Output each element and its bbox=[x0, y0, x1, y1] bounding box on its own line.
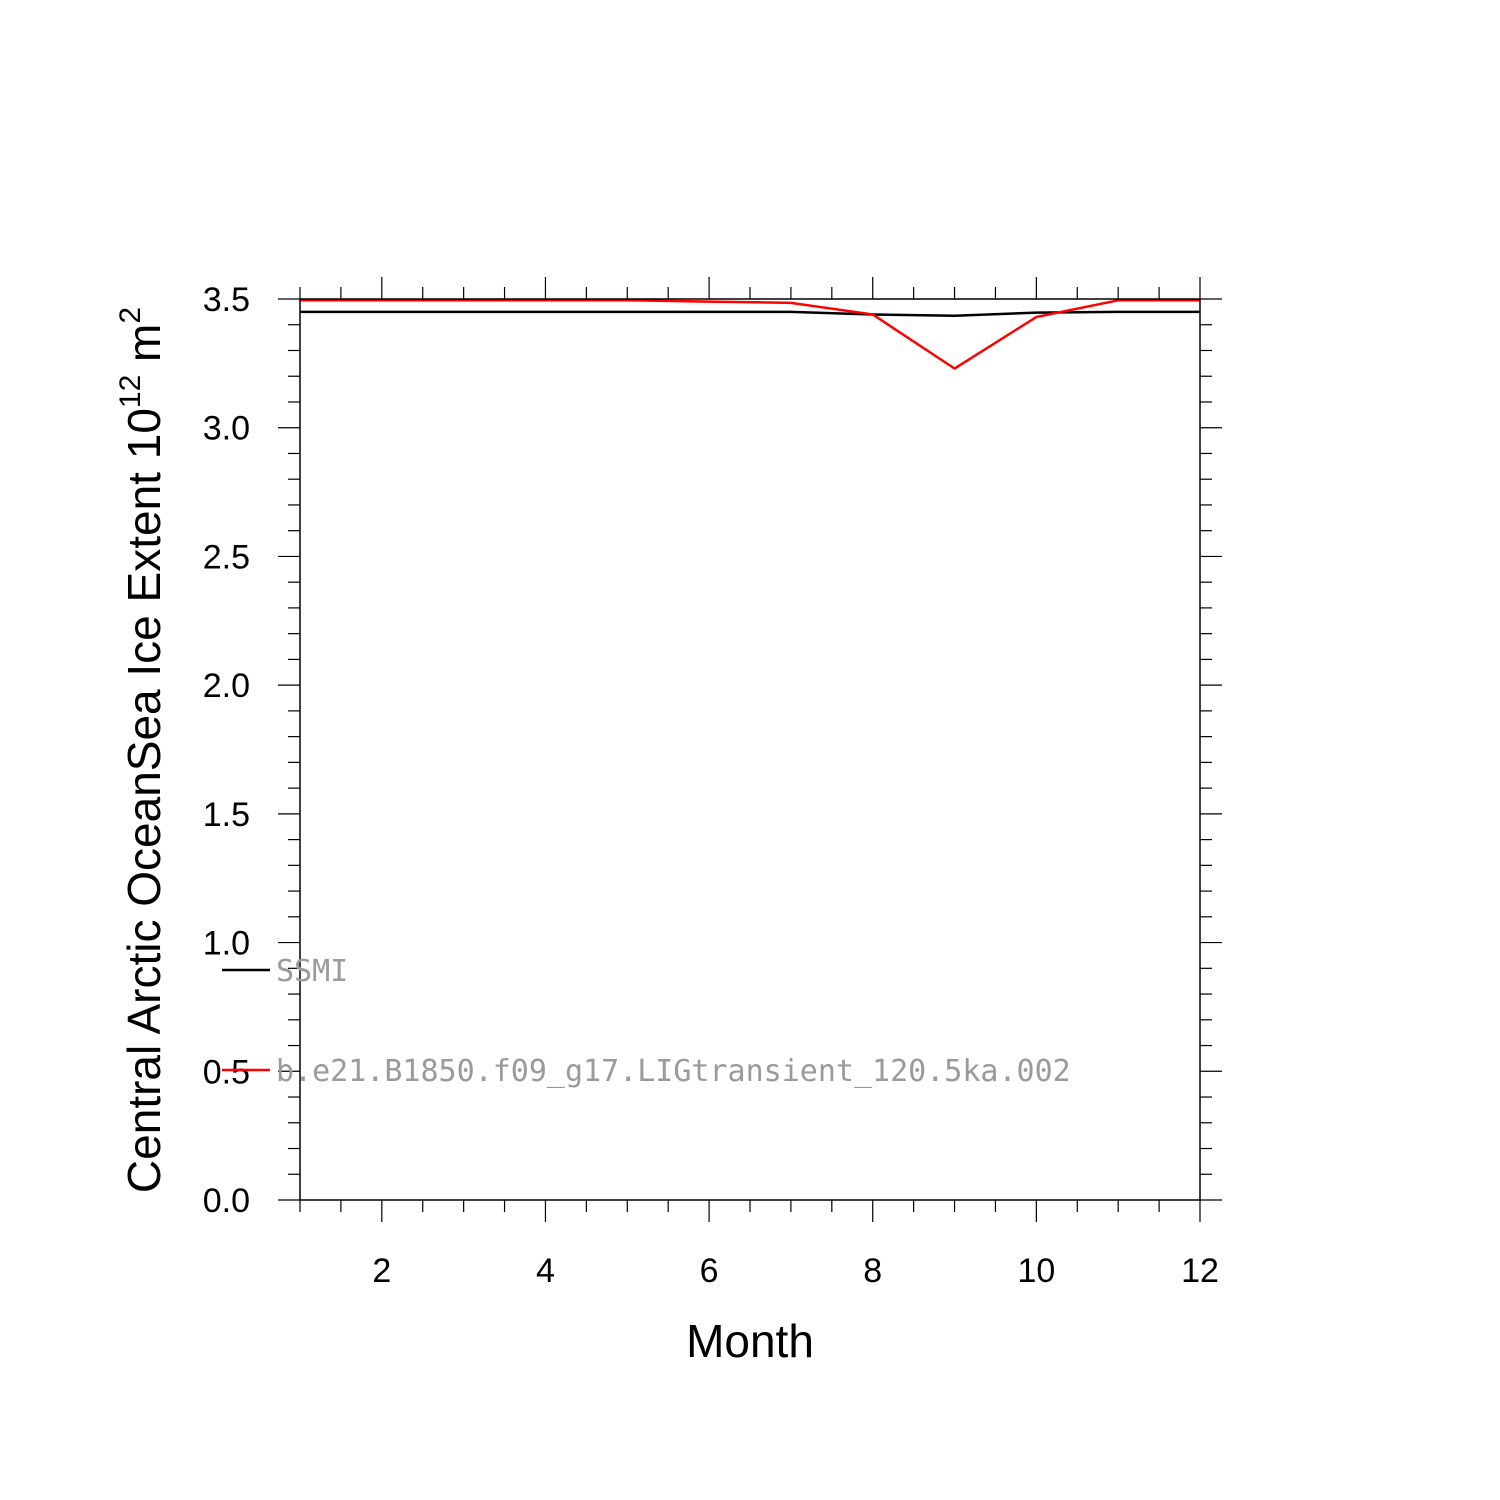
y-axis-title-base: Central Arctic OceanSea Ice Extent 10 bbox=[118, 408, 170, 1193]
legend-label: b.e21.B1850.f09_g17.LIGtransient_120.5ka… bbox=[276, 1054, 1071, 1089]
y-axis-title: Central Arctic OceanSea Ice Extent 1012 … bbox=[114, 307, 170, 1193]
y-axis-title-mid: m bbox=[118, 324, 170, 375]
y-tick-label: 0.0 bbox=[203, 1182, 250, 1220]
x-tick-label: 10 bbox=[1017, 1252, 1055, 1290]
y-tick-label: 2.0 bbox=[203, 667, 250, 705]
x-axis-title: Month bbox=[686, 1315, 814, 1367]
legend-label: SSMI bbox=[276, 954, 348, 989]
plot-frame bbox=[299, 298, 1201, 1201]
y-tick-label: 2.5 bbox=[203, 538, 250, 576]
x-tick-label: 4 bbox=[536, 1252, 555, 1290]
y-axis-title-sup1: 12 bbox=[114, 375, 147, 408]
y-tick-label: 1.0 bbox=[203, 925, 250, 963]
x-tick-label: 8 bbox=[863, 1252, 882, 1290]
y-tick-label: 3.5 bbox=[203, 281, 250, 319]
y-tick-label: 1.5 bbox=[203, 796, 250, 834]
axis-ticks bbox=[278, 277, 1222, 1222]
y-tick-label: 0.5 bbox=[203, 1053, 250, 1091]
series-line-0 bbox=[300, 310, 1200, 317]
tick-labels: 2 4 6 8 10 12 0.0 0.5 1.0 1.5 2.0 2.5 3.0 3.5 bbox=[203, 281, 1219, 1290]
x-tick-label: 12 bbox=[1181, 1252, 1219, 1290]
series-layer bbox=[300, 299, 1200, 370]
x-tick-label: 2 bbox=[372, 1252, 391, 1290]
series-line-1 bbox=[300, 299, 1200, 370]
legend: SSMI b.e21.B1850.f09_g17.LIGtransient_120… bbox=[222, 954, 1071, 1089]
y-axis-title-sup2: 2 bbox=[114, 307, 147, 324]
y-tick-label: 3.0 bbox=[203, 410, 250, 448]
x-tick-label: 6 bbox=[700, 1252, 719, 1290]
